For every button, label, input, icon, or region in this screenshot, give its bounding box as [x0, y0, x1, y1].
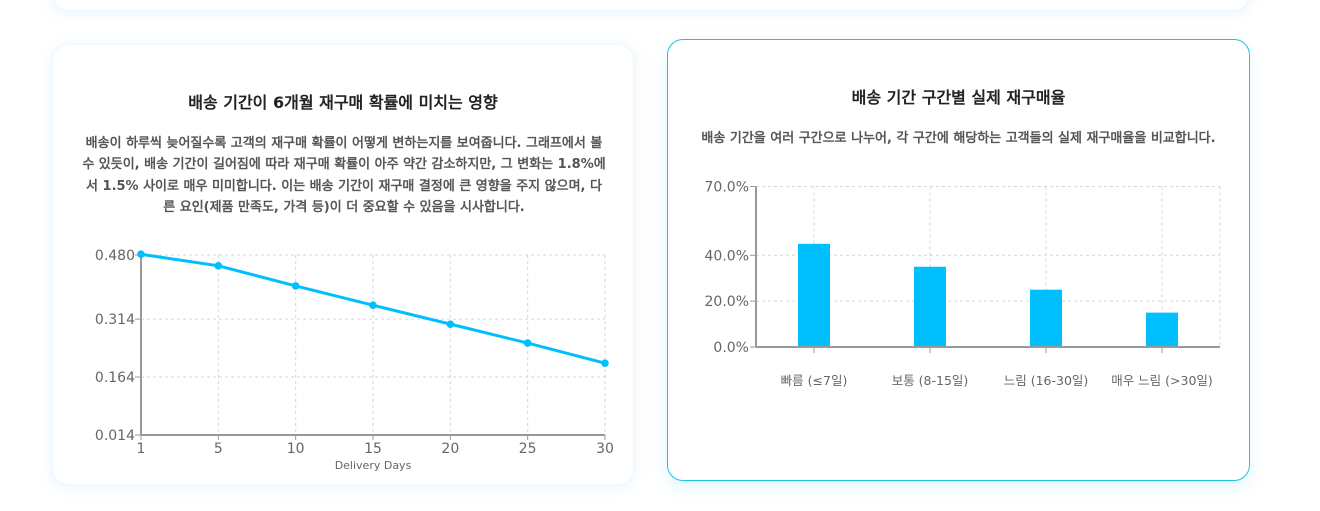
- card-title: 배송 기간이 6개월 재구매 확률에 미치는 영향: [188, 93, 498, 112]
- card-title: 배송 기간 구간별 실제 재구매율: [851, 88, 1066, 107]
- repurchase-rate-card: 배송 기간 구간별 실제 재구매율 배송 기간을 여러 구간으로 나누어, 각 …: [667, 39, 1250, 481]
- card-description: 배송이 하루씩 늦어질수록 고객의 재구매 확률이 어떻게 변하는지를 보여줍니…: [82, 136, 606, 215]
- delivery-effect-card: 배송 기간이 6개월 재구매 확률에 미치는 영향 배송이 하루씩 늦어질수록 …: [52, 44, 634, 485]
- previous-card: [52, 0, 1250, 11]
- card-description: 배송 기간을 여러 구간으로 나누어, 각 구간에 해당하는 고객들의 실제 재…: [701, 131, 1216, 146]
